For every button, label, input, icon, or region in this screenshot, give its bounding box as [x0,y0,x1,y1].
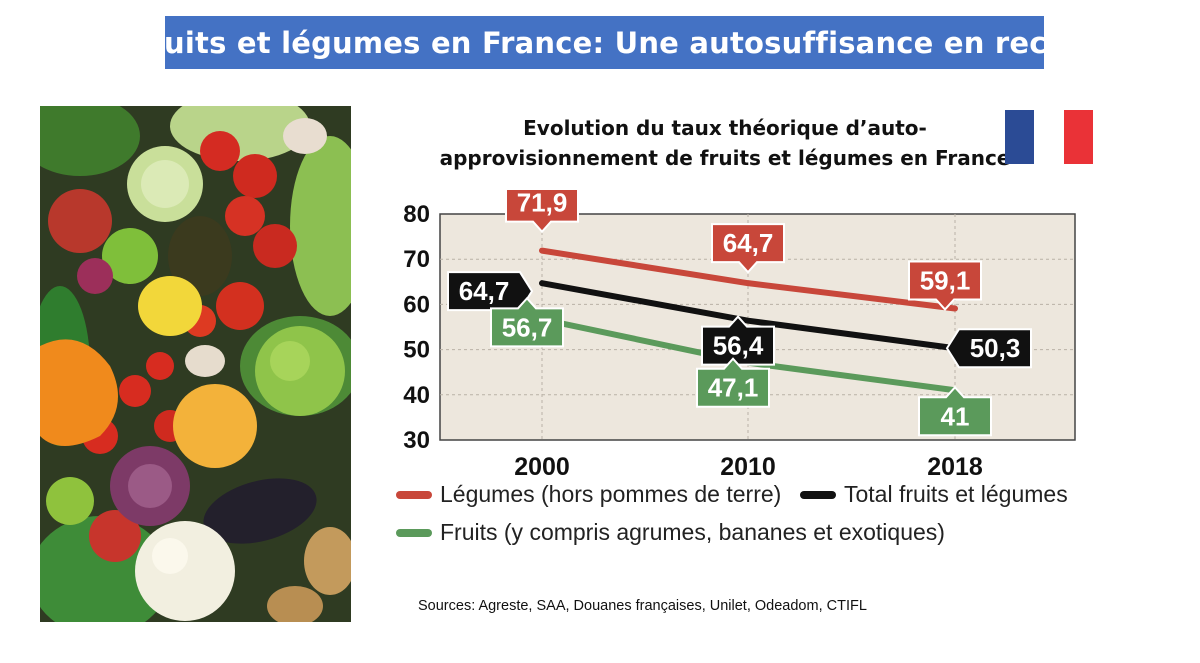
data-label-box [908,260,982,311]
data-label-group: 47,1 [696,357,770,408]
data-label-group: 56,7 [490,296,564,348]
data-label-group: 59,1 [908,260,982,311]
data-label-box [490,296,564,348]
data-label: 64,7 [459,276,510,306]
data-label-group: 64,7 [447,271,534,312]
y-tick-label: 50 [403,337,430,364]
legend-label: Total fruits et légumes [844,481,1068,507]
data-label-box [696,357,770,408]
y-tick-label: 80 [403,201,430,228]
line-chart: 80 70 60 50 40 30 2000 2010 2018 71,9 64,7 59,1 64,7… [396,190,1076,545]
data-label: 56,7 [502,312,553,342]
data-label-box [945,328,1032,369]
french-flag-icon [1005,110,1093,164]
x-tick-label: 2010 [720,453,776,481]
data-label-group: 41 [918,385,992,437]
banner-title: Fruits et légumes en France: Une autosuf… [131,16,1077,69]
data-label: 64,7 [723,228,774,258]
data-label: 47,1 [708,373,759,403]
data-label-group: 56,4 [701,315,775,366]
x-tick-label: 2000 [514,453,570,481]
y-tick-label: 40 [403,382,430,409]
legend-label: Fruits (y compris agrumes, bananes et ex… [440,519,945,545]
data-label-box [505,190,579,234]
series-line-1 [539,247,958,312]
vegetables-photo [40,106,351,622]
x-tick-label: 2018 [927,453,983,481]
data-label-box [918,385,992,437]
data-label: 50,3 [970,333,1021,363]
data-label-box [711,223,785,274]
y-tick-label: 30 [403,427,430,454]
chart-title: Evolution du taux théorique d’auto- appr… [395,113,1055,173]
legend-label: Légumes (hors pommes de terre) [440,481,781,507]
data-label-box [701,315,775,366]
data-label-group: 64,7 [711,223,785,274]
y-tick-label: 60 [403,291,430,318]
data-label: 41 [941,401,970,431]
y-tick-label: 70 [403,246,430,273]
data-label: 71,9 [517,190,568,218]
chart-title-line-2: approvisionnement de fruits et légumes e… [439,146,1011,170]
data-label: 56,4 [713,331,764,361]
chart-title-line-1: Evolution du taux théorique d’auto- [523,116,927,140]
series-line-2 [539,280,958,352]
data-label: 59,1 [920,265,971,295]
data-label-group: 50,3 [945,328,1032,369]
source-note: Sources: Agreste, SAA, Douanes française… [418,598,867,614]
data-label-group: 71,9 [505,190,579,234]
